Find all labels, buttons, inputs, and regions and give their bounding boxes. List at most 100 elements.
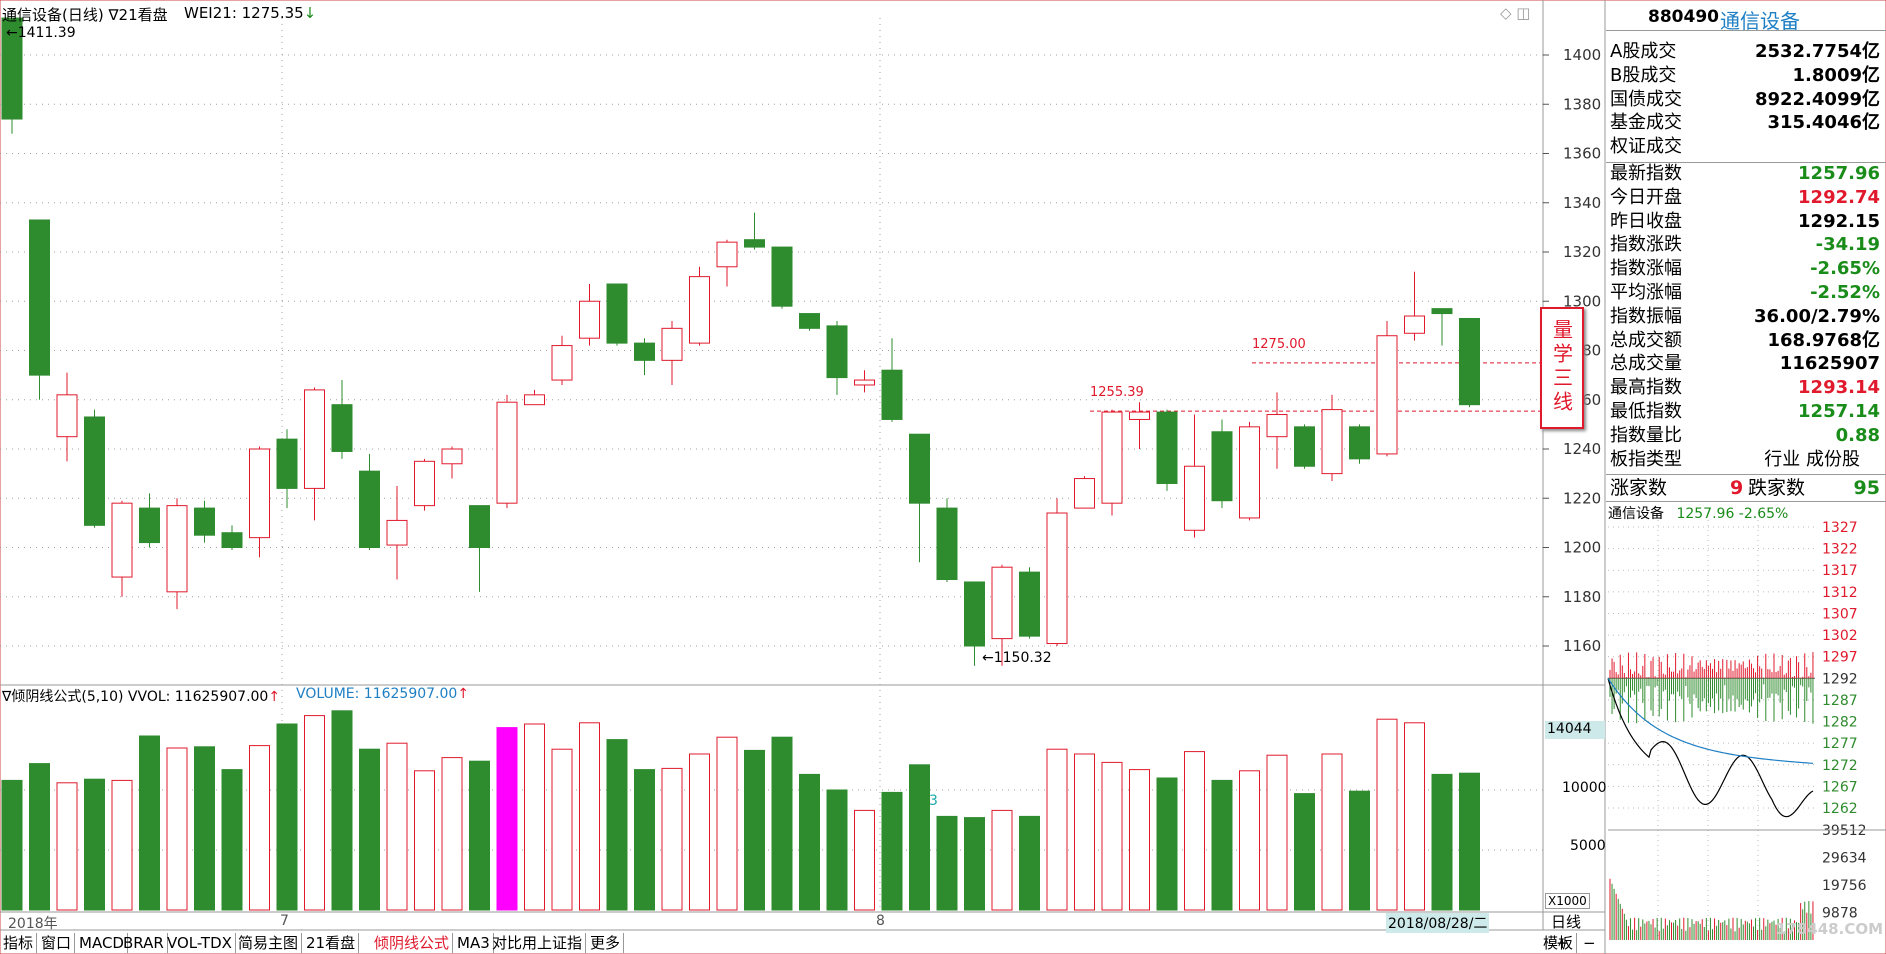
tab-简易主图[interactable]: 简易主图 (235, 933, 303, 953)
mini-tick-label: 1262 (1822, 801, 1858, 817)
quote-label: 基金成交 (1610, 112, 1682, 134)
quote-row: B股成交 1.8009亿 (1610, 64, 1886, 87)
quote-value: 11625907 (1779, 353, 1880, 375)
candle-up (166, 505, 188, 593)
quote-label: 指数涨幅 (1610, 258, 1682, 280)
candle-down (1459, 317, 1480, 406)
volume-bar (359, 748, 380, 911)
volume-bar (1349, 790, 1370, 911)
minus-icon: − (1583, 934, 1596, 952)
volume-bar (909, 764, 930, 911)
candle-up (1266, 414, 1288, 438)
quote-label: 昨日收盘 (1610, 210, 1682, 232)
volume-bar (1101, 761, 1123, 911)
tab-BRAR[interactable]: BRAR (120, 933, 168, 953)
tab-指标[interactable]: 指标 (0, 933, 38, 953)
candle-down (29, 219, 50, 376)
mini-vol-tick: 29634 (1822, 851, 1867, 867)
mini-tick-label: 1317 (1822, 563, 1858, 579)
quote-label: 最低指数 (1610, 401, 1682, 422)
volume-bar (1156, 777, 1178, 911)
watermark-site: 178448.COM (1776, 920, 1884, 938)
quote-value: 2532.7754亿 (1754, 41, 1880, 62)
quote-label: B股成交 (1610, 64, 1677, 86)
quote-value: -2.65% (1810, 258, 1880, 280)
candle-down (469, 505, 490, 549)
mini-chart-title: 通信设备 1257.96 -2.65% (1608, 503, 1788, 523)
quote-value: 1257.96 (1798, 163, 1880, 184)
mini-vol-tick: 19756 (1822, 878, 1867, 894)
mini-value: 1257.96 -2.65% (1676, 506, 1789, 522)
candlestick-series (1, 17, 1480, 666)
watermark-text: 量学三线 (1549, 319, 1574, 415)
breadth-row: 涨家数 9 跌家数 95 (1606, 474, 1886, 502)
watermark-box: 量学三线 (1540, 307, 1584, 429)
volume-bar (1211, 779, 1233, 911)
volume-bar (689, 753, 710, 911)
up-count-label: 涨家数 (1610, 477, 1668, 499)
y-tick-label: 1300 (1563, 292, 1601, 310)
tab-21看盘[interactable]: 21看盘 (303, 933, 360, 953)
volume-bar (854, 809, 875, 911)
quote-row: 最新指数 1257.96 (1610, 162, 1886, 185)
candle-down (936, 507, 958, 581)
volume-bar (386, 742, 408, 911)
candle-up (1376, 335, 1398, 455)
window-controls[interactable]: ◇ ◫ (1500, 4, 1531, 22)
zoom-out-button[interactable]: − (1580, 933, 1599, 953)
quote-value: 8922.4099亿 (1754, 88, 1880, 110)
quote-value: 1292.74 (1798, 186, 1880, 208)
tab-对比用上证指[interactable]: 对比用上证指 (489, 933, 587, 953)
volume-bar (221, 769, 243, 911)
quote-row: 指数涨幅 -2.65% (1610, 257, 1886, 280)
vvol-readout: ∇倾阴线公式(5,10) VVOL: 11625907.00 (2, 689, 269, 705)
quote-label: 总成交额 (1610, 329, 1682, 351)
tab-窗口[interactable]: 窗口 (38, 933, 76, 953)
period-button[interactable]: 日线 (1551, 913, 1582, 931)
quote-row: 板指类型 行业 成份股 (1610, 448, 1886, 471)
quote-label: 国债成交 (1610, 88, 1682, 110)
candle-up (249, 448, 270, 539)
volume-bar (1404, 722, 1425, 911)
quote-label: 最新指数 (1610, 163, 1682, 184)
candle-up (991, 566, 1013, 640)
quote-row: 最低指数 1257.14 (1610, 400, 1886, 423)
candle-down (1349, 426, 1370, 460)
volume-bar (716, 736, 738, 911)
x-label-aug: 8 (876, 913, 885, 929)
period-menu[interactable]: ∇21看盘 (108, 6, 168, 24)
tab-VOL-TDX[interactable]: VOL-TDX (164, 933, 236, 953)
candle-down (84, 416, 105, 526)
date-badge: 2018/08/28/二 (1386, 913, 1490, 933)
tab-倾阴线公式[interactable]: 倾阴线公式 (371, 933, 454, 953)
volume-bar (194, 746, 215, 911)
volume-bar (771, 736, 793, 911)
volume-unit: X1000 (1545, 893, 1590, 909)
template-button[interactable]: 模板 (1540, 933, 1578, 953)
quote-row: 指数涨跌 -34.19 (1610, 233, 1886, 256)
tab-MA3[interactable]: MA3 (454, 933, 494, 953)
quote-row: 昨日收盘 1292.15 (1610, 210, 1886, 233)
candle-up (441, 448, 463, 465)
volume-bar (826, 789, 848, 911)
volume-bar (1459, 772, 1480, 911)
quote-value: 168.9768亿 (1767, 329, 1880, 351)
candle-up (1239, 426, 1260, 519)
mini-chart: 1327 1322 1317 1312 1307 1302 1297 1292 1287 1282… (1607, 520, 1886, 940)
y-tick-label: 1320 (1563, 243, 1601, 261)
candle-up (661, 327, 683, 361)
high-marker: ←1411.39 (6, 25, 76, 41)
mini-tick-label: 1267 (1822, 779, 1858, 795)
quote-row: A股成交 2532.7754亿 (1610, 40, 1886, 63)
tab-MACD[interactable]: MACD (76, 933, 128, 953)
zoom-in-button[interactable]: + (1553, 933, 1572, 953)
volume-bar (524, 723, 545, 911)
quote-row: 最高指数 1293.14 (1610, 376, 1886, 399)
stock-title: 通信设备(日线) (2, 6, 104, 24)
tab-更多[interactable]: 更多 (587, 933, 625, 953)
candle-down (194, 507, 215, 536)
volume-bar (1129, 769, 1150, 911)
volume-bar (579, 722, 600, 911)
quote-value: 315.4046亿 (1767, 112, 1880, 134)
candle-up (1074, 478, 1095, 509)
